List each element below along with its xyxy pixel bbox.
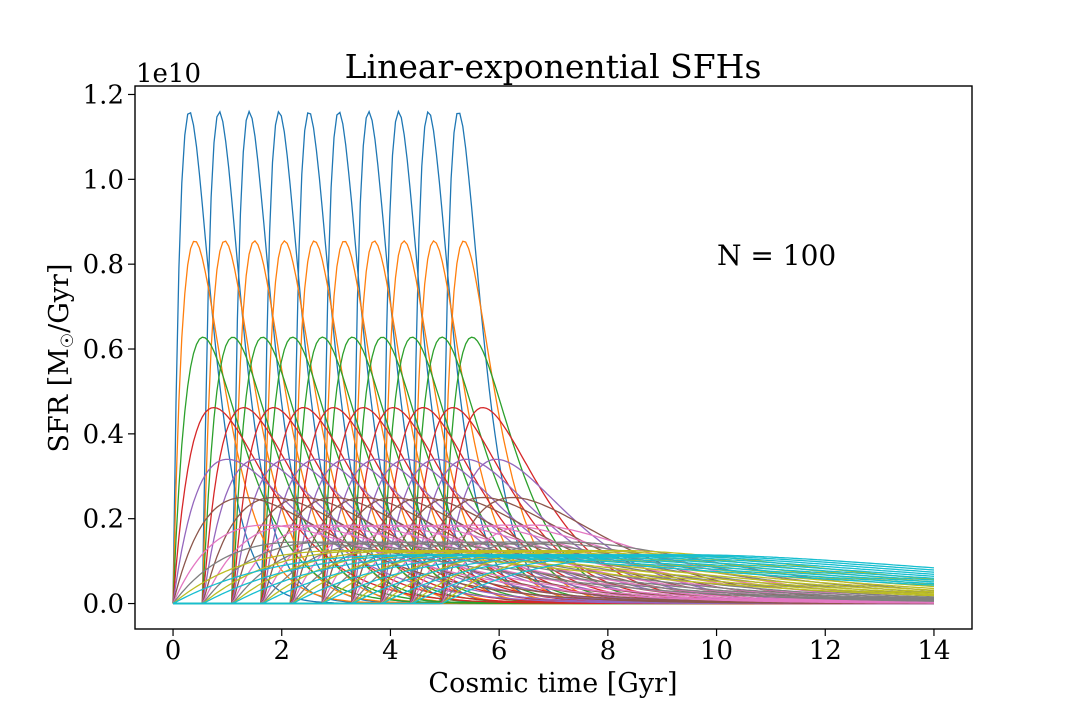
plot-frame [134, 85, 973, 630]
x-tick-label: 10 [700, 636, 733, 666]
y-tick-label: 0.8 [83, 250, 124, 280]
y-axis-label: SFR [M☉/Gyr] [44, 264, 78, 453]
series-group [172, 109, 935, 605]
x-tick-label: 6 [491, 636, 508, 666]
y-tick-label: 1.2 [83, 80, 124, 110]
x-tick-label: 2 [273, 636, 290, 666]
sfh-series-line [173, 541, 934, 605]
sfh-series-line [173, 110, 934, 605]
sfh-series-line [173, 541, 935, 605]
x-tick-label: 14 [917, 636, 950, 666]
x-tick-label: 0 [165, 636, 182, 666]
sfh-series-line [173, 110, 934, 605]
y-tick-label: 1.0 [83, 165, 124, 195]
y-axis: 0.0 0.2 0.4 0.6 0.8 1.0 1.2 [83, 80, 135, 620]
sfh-series-line [173, 112, 934, 605]
sfh-series-line [173, 111, 934, 605]
sfh-series-line [172, 111, 934, 605]
sfh-series-line [172, 549, 935, 605]
y-tick-label: 0.4 [83, 420, 124, 450]
y-tick-label: 0.2 [83, 505, 124, 535]
sfh-series-line [173, 112, 934, 605]
annotation-n: N = 100 [717, 239, 836, 272]
sfh-series-line [173, 549, 935, 605]
sfh-series-line [173, 109, 934, 605]
sfh-series-line [173, 524, 934, 605]
x-tick-label: 8 [600, 636, 617, 666]
sfh-series-line [173, 554, 935, 605]
chart-title: Linear-exponential SFHs [345, 47, 762, 86]
y-tick-label: 0.6 [83, 335, 124, 365]
y-tick-label: 0.0 [83, 590, 124, 620]
sfh-series-line [173, 110, 934, 605]
x-axis-label: Cosmic time [Gyr] [428, 668, 677, 699]
y-multiplier: 1e10 [136, 59, 201, 89]
x-axis: 0 2 4 6 8 10 12 14 [165, 629, 951, 666]
x-tick-label: 4 [382, 636, 399, 666]
sfh-series-line [173, 109, 934, 605]
sfh-series-line [173, 554, 935, 605]
x-tick-label: 12 [809, 636, 842, 666]
sfh-series-line [173, 554, 935, 605]
sfh-series-line [172, 541, 934, 604]
sfh-series-line [173, 109, 934, 605]
